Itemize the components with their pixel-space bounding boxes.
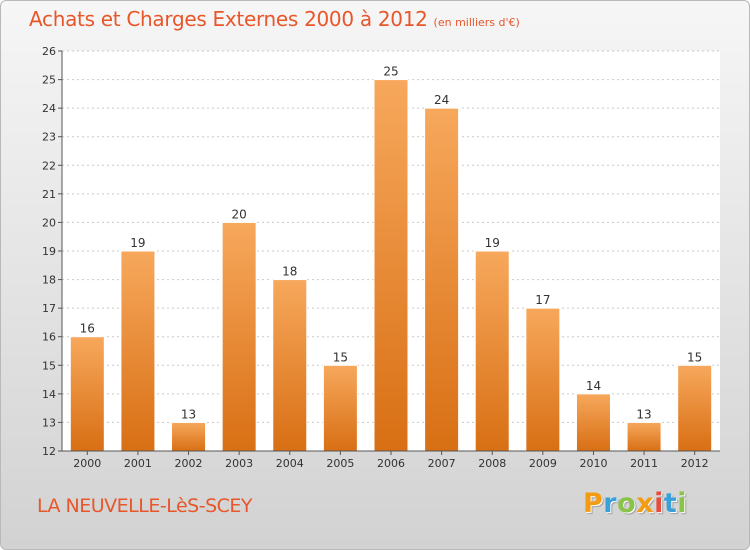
- bar: [322, 364, 358, 452]
- x-tick-label: 2001: [124, 457, 152, 470]
- chart-unit: (en milliers d'€): [433, 16, 520, 29]
- y-tick-label: 19: [42, 245, 56, 258]
- bar-value-label: 13: [636, 407, 651, 421]
- x-tick-label: 2007: [428, 457, 456, 470]
- y-tick-label: 14: [42, 388, 56, 401]
- logo-letter: x: [636, 488, 655, 519]
- x-tick-label: 2003: [225, 457, 253, 470]
- y-tick-label: 13: [42, 416, 56, 429]
- bar-value-label: 16: [80, 322, 95, 336]
- bar-value-label: 15: [333, 350, 348, 364]
- bar-value-label: 20: [232, 207, 247, 221]
- y-tick-label: 26: [42, 45, 56, 58]
- bar-value-label: 13: [181, 407, 196, 421]
- bar: [272, 279, 308, 452]
- x-tick-label: 2000: [73, 457, 101, 470]
- x-tick-label: 2008: [478, 457, 506, 470]
- y-tick-label: 16: [42, 331, 56, 344]
- x-tick-label: 2004: [276, 457, 304, 470]
- bar-value-label: 15: [687, 350, 702, 364]
- x-tick-label: 2009: [529, 457, 557, 470]
- place-name: LA NEUVELLE-LèS-SCEY: [37, 495, 253, 517]
- y-tick-label: 15: [42, 359, 56, 372]
- x-tick-label: 2011: [630, 457, 658, 470]
- y-tick-label: 23: [42, 131, 56, 144]
- bar: [575, 393, 611, 452]
- bar: [120, 250, 156, 452]
- y-tick-label: 20: [42, 216, 56, 229]
- logo-letter: t: [663, 488, 678, 519]
- bar-value-label: 19: [130, 236, 145, 250]
- bar: [171, 421, 207, 452]
- proxiti-logo: Proxiti: [583, 488, 687, 519]
- bar-value-label: 17: [535, 293, 550, 307]
- y-tick-label: 25: [42, 74, 56, 87]
- y-tick-label: 22: [42, 159, 56, 172]
- bar: [69, 336, 105, 452]
- logo-letter: r: [603, 488, 618, 519]
- bar: [373, 79, 409, 452]
- bar: [525, 307, 561, 452]
- x-tick-label: 2010: [579, 457, 607, 470]
- bar-value-label: 24: [434, 93, 449, 107]
- bar: [474, 250, 510, 452]
- y-tick-label: 21: [42, 188, 56, 201]
- chart-title-text: Achats et Charges Externes 2000 à 2012: [29, 7, 428, 31]
- bar: [424, 107, 460, 452]
- y-tick-label: 18: [42, 274, 56, 287]
- chart-title: Achats et Charges Externes 2000 à 2012 (e…: [29, 7, 520, 31]
- bar: [221, 221, 257, 452]
- bar-value-label: 14: [586, 379, 601, 393]
- logo-letter: i: [654, 488, 664, 519]
- bar-value-label: 19: [485, 236, 500, 250]
- y-tick-label: 17: [42, 302, 56, 315]
- bar: [677, 364, 713, 452]
- logo-letter: o: [617, 488, 637, 519]
- x-tick-label: 2002: [175, 457, 203, 470]
- bar-value-label: 18: [282, 265, 297, 279]
- y-tick-label: 24: [42, 102, 56, 115]
- logo-letter: i: [677, 488, 688, 519]
- logo-letter: P: [583, 488, 604, 519]
- bar-value-label: 25: [383, 65, 398, 79]
- x-tick-label: 2005: [326, 457, 354, 470]
- x-tick-label: 2006: [377, 457, 405, 470]
- y-tick-label: 12: [42, 445, 56, 458]
- bar: [626, 421, 662, 452]
- x-tick-label: 2012: [681, 457, 709, 470]
